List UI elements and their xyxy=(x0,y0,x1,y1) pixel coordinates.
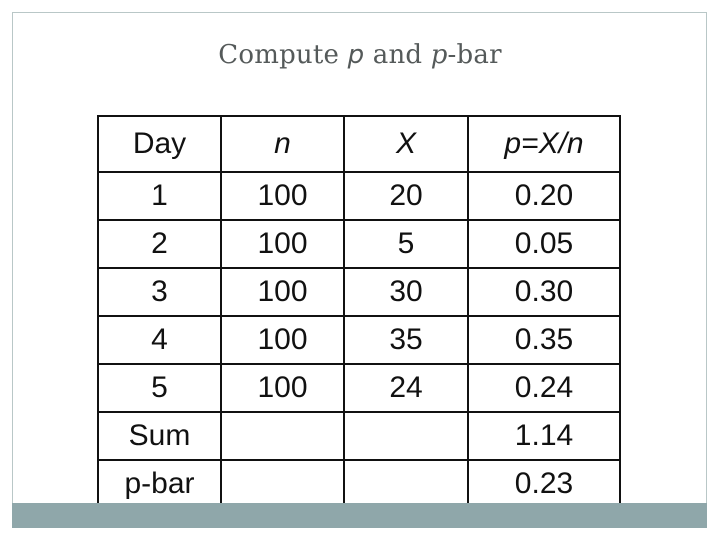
header-x: X xyxy=(343,115,469,173)
cell-n: 100 xyxy=(220,171,345,221)
table-row: 3 100 30 0.30 xyxy=(97,267,621,317)
cell-day: Sum xyxy=(97,411,222,461)
cell-p: 0.05 xyxy=(467,219,621,269)
cell-day: 3 xyxy=(97,267,222,317)
cell-x: 35 xyxy=(343,315,469,365)
cell-p: 1.14 xyxy=(467,411,621,461)
cell-x: 20 xyxy=(343,171,469,221)
table-header-row: Day n X p=X/n xyxy=(97,115,621,173)
cell-day: p-bar xyxy=(97,459,222,509)
cell-x xyxy=(343,459,469,509)
footer-accent-bar xyxy=(12,503,707,528)
cell-p: 0.35 xyxy=(467,315,621,365)
table-row: 1 100 20 0.20 xyxy=(97,171,621,221)
table-row: 2 100 5 0.05 xyxy=(97,219,621,269)
cell-x xyxy=(343,411,469,461)
header-n: n xyxy=(220,115,345,173)
cell-n: 100 xyxy=(220,219,345,269)
cell-day: 4 xyxy=(97,315,222,365)
cell-x: 30 xyxy=(343,267,469,317)
cell-n xyxy=(220,459,345,509)
title-part-and: and xyxy=(364,40,431,70)
cell-x: 5 xyxy=(343,219,469,269)
slide-title: Compute p and p-bar xyxy=(0,40,720,70)
header-p: p=X/n xyxy=(467,115,621,173)
header-day: Day xyxy=(97,115,222,173)
cell-n: 100 xyxy=(220,363,345,413)
cell-p: 0.24 xyxy=(467,363,621,413)
cell-p: 0.20 xyxy=(467,171,621,221)
cell-n: 100 xyxy=(220,267,345,317)
cell-x: 24 xyxy=(343,363,469,413)
cell-n: 100 xyxy=(220,315,345,365)
data-table: Day n X p=X/n 1 100 20 0.20 2 100 5 0.05… xyxy=(97,115,621,509)
title-part-p-symbol: p xyxy=(347,40,365,70)
cell-p: 0.30 xyxy=(467,267,621,317)
title-part-1: Compute xyxy=(218,40,348,70)
cell-p: 0.23 xyxy=(467,459,621,509)
cell-day: 5 xyxy=(97,363,222,413)
cell-day: 2 xyxy=(97,219,222,269)
table-row: 4 100 35 0.35 xyxy=(97,315,621,365)
title-part-bar: -bar xyxy=(447,40,502,70)
cell-day: 1 xyxy=(97,171,222,221)
table-row: 5 100 24 0.24 xyxy=(97,363,621,413)
table-row-sum: Sum 1.14 xyxy=(97,411,621,461)
cell-n xyxy=(220,411,345,461)
title-part-p-italic: p xyxy=(430,40,448,70)
table-row-pbar: p-bar 0.23 xyxy=(97,459,621,509)
